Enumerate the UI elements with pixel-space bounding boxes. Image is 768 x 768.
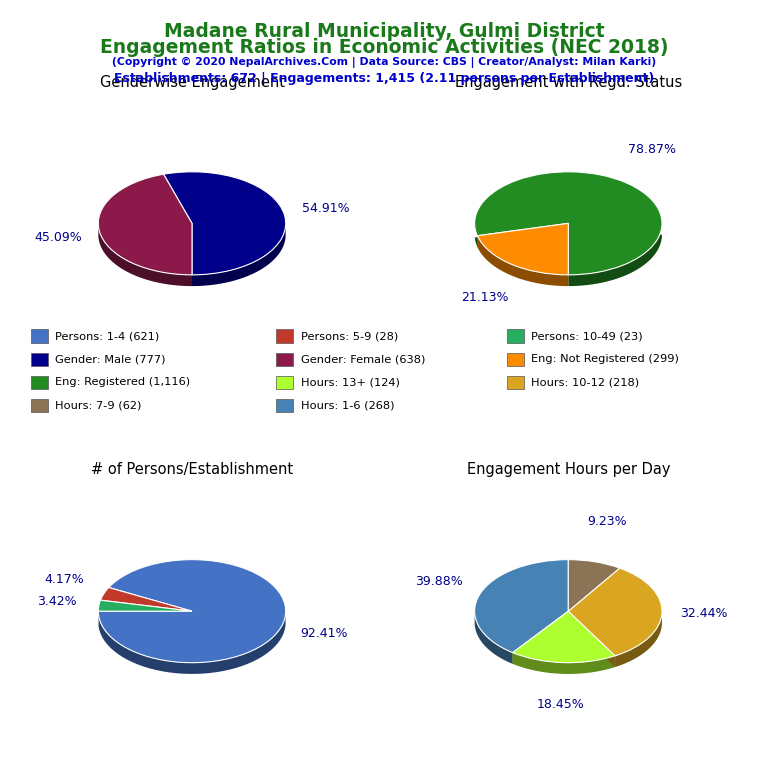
- Text: Persons: 10-49 (23): Persons: 10-49 (23): [531, 331, 643, 342]
- Wedge shape: [568, 568, 662, 656]
- Wedge shape: [98, 174, 192, 275]
- Text: 9.23%: 9.23%: [588, 515, 627, 528]
- Title: Engagement Hours per Day: Engagement Hours per Day: [467, 462, 670, 478]
- Wedge shape: [101, 588, 192, 611]
- Polygon shape: [475, 223, 662, 286]
- Title: Genderwise Engagement: Genderwise Engagement: [100, 74, 284, 90]
- Polygon shape: [475, 612, 513, 664]
- Wedge shape: [98, 560, 286, 663]
- Text: Gender: Male (777): Gender: Male (777): [55, 354, 166, 365]
- Text: Engagement Ratios in Economic Activities (NEC 2018): Engagement Ratios in Economic Activities…: [100, 38, 668, 58]
- Text: 3.42%: 3.42%: [37, 594, 77, 607]
- Text: 54.91%: 54.91%: [303, 203, 350, 216]
- Text: Hours: 1-6 (268): Hours: 1-6 (268): [301, 400, 395, 411]
- Polygon shape: [615, 612, 662, 667]
- Polygon shape: [513, 611, 568, 664]
- Text: Eng: Registered (1,116): Eng: Registered (1,116): [55, 377, 190, 388]
- Text: Hours: 7-9 (62): Hours: 7-9 (62): [55, 400, 141, 411]
- Wedge shape: [568, 560, 620, 611]
- Wedge shape: [513, 611, 615, 663]
- Wedge shape: [478, 223, 568, 275]
- Wedge shape: [164, 172, 286, 275]
- Text: 21.13%: 21.13%: [461, 290, 508, 303]
- Polygon shape: [568, 611, 615, 667]
- Text: Madane Rural Municipality, Gulmi District: Madane Rural Municipality, Gulmi Distric…: [164, 22, 604, 41]
- Text: Hours: 13+ (124): Hours: 13+ (124): [301, 377, 400, 388]
- Text: 32.44%: 32.44%: [680, 607, 728, 621]
- Text: Persons: 5-9 (28): Persons: 5-9 (28): [301, 331, 399, 342]
- Text: 18.45%: 18.45%: [537, 698, 584, 711]
- Text: 45.09%: 45.09%: [34, 231, 81, 244]
- Text: (Copyright © 2020 NepalArchives.Com | Data Source: CBS | Creator/Analyst: Milan : (Copyright © 2020 NepalArchives.Com | Da…: [112, 57, 656, 68]
- Text: Gender: Female (638): Gender: Female (638): [301, 354, 425, 365]
- Polygon shape: [478, 223, 568, 247]
- Wedge shape: [475, 172, 662, 275]
- Polygon shape: [192, 226, 286, 286]
- Polygon shape: [568, 611, 615, 667]
- Polygon shape: [513, 653, 615, 674]
- Title: # of Persons/Establishment: # of Persons/Establishment: [91, 462, 293, 478]
- Text: 78.87%: 78.87%: [628, 143, 676, 156]
- Text: Eng: Not Registered (299): Eng: Not Registered (299): [531, 354, 680, 365]
- Title: Engagement with Regd. Status: Engagement with Regd. Status: [455, 74, 682, 90]
- Text: 4.17%: 4.17%: [45, 573, 84, 586]
- Text: Persons: 1-4 (621): Persons: 1-4 (621): [55, 331, 160, 342]
- Wedge shape: [475, 560, 568, 653]
- Polygon shape: [98, 614, 286, 674]
- Polygon shape: [478, 236, 568, 286]
- Polygon shape: [478, 223, 568, 247]
- Wedge shape: [98, 600, 192, 611]
- Polygon shape: [513, 611, 568, 664]
- Text: Hours: 10-12 (218): Hours: 10-12 (218): [531, 377, 640, 388]
- Text: Establishments: 672 | Engagements: 1,415 (2.11 persons per Establishment): Establishments: 672 | Engagements: 1,415…: [114, 72, 654, 85]
- Polygon shape: [98, 225, 192, 286]
- Text: 92.41%: 92.41%: [300, 627, 348, 640]
- Text: 39.88%: 39.88%: [415, 575, 463, 588]
